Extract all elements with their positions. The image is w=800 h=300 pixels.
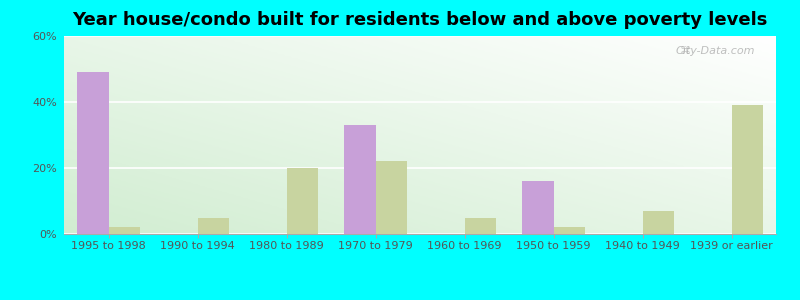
Text: ⌘: ⌘ bbox=[679, 46, 690, 56]
Bar bbox=[465, 218, 496, 234]
Text: City-Data.com: City-Data.com bbox=[675, 46, 754, 56]
Bar bbox=[731, 105, 762, 234]
Bar bbox=[375, 161, 406, 234]
Bar bbox=[78, 72, 109, 234]
Bar bbox=[344, 125, 375, 234]
Bar bbox=[642, 211, 674, 234]
Bar bbox=[286, 168, 318, 234]
Bar bbox=[554, 227, 585, 234]
Bar bbox=[198, 218, 229, 234]
Title: Year house/condo built for residents below and above poverty levels: Year house/condo built for residents bel… bbox=[72, 11, 768, 29]
Bar bbox=[109, 227, 140, 234]
Bar bbox=[522, 181, 554, 234]
